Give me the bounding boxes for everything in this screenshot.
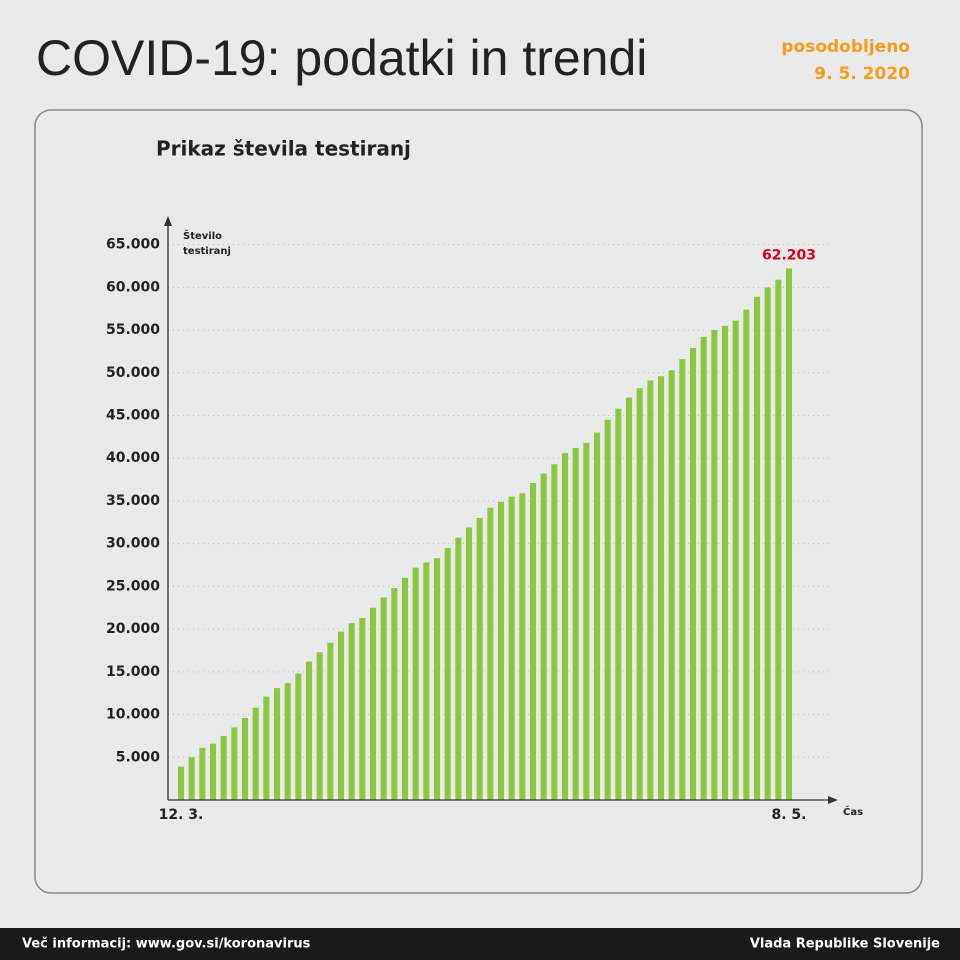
bar — [594, 432, 600, 800]
bar — [359, 618, 366, 800]
bar — [487, 507, 494, 800]
bar — [743, 309, 750, 800]
bar — [572, 447, 579, 800]
updated-date: 9. 5. 2020 — [814, 64, 910, 84]
y-tick-label: 45.000 — [106, 408, 160, 424]
value-label: 62.203 — [762, 248, 816, 264]
bar — [732, 320, 739, 800]
bar — [636, 388, 643, 800]
bar — [338, 631, 344, 800]
bar — [252, 707, 259, 800]
bar — [668, 370, 675, 800]
updated-label: posodobljeno — [781, 37, 910, 57]
bar — [508, 496, 515, 800]
y-tick-label: 55.000 — [106, 322, 160, 338]
bar — [615, 408, 622, 800]
y-tick-label: 60.000 — [106, 279, 160, 295]
y-axis-label: Število — [183, 229, 222, 242]
footer-bar — [0, 928, 960, 960]
bar — [764, 287, 771, 801]
x-tick-label: 8. 5. — [772, 807, 807, 823]
bar — [476, 518, 483, 800]
page-title: COVID-19: podatki in trendi — [36, 30, 647, 86]
bar — [700, 336, 707, 800]
bar — [380, 597, 387, 800]
x-axis-arrow — [828, 796, 838, 804]
y-tick-label: 25.000 — [106, 578, 160, 594]
bar — [188, 757, 195, 800]
bar — [466, 527, 472, 800]
bar — [242, 717, 248, 800]
bar — [444, 547, 451, 800]
y-tick-label: 35.000 — [106, 493, 160, 509]
bar — [583, 442, 590, 800]
y-tick-label: 20.000 — [106, 621, 160, 637]
bar — [348, 623, 355, 800]
bar — [295, 673, 302, 800]
y-tick-label: 65.000 — [106, 237, 160, 253]
x-tick-label: 12. 3. — [159, 807, 204, 823]
bar — [370, 607, 376, 800]
bar — [210, 743, 216, 800]
bar — [775, 279, 782, 801]
bar — [754, 296, 760, 800]
panel — [34, 109, 923, 894]
bar — [540, 473, 547, 800]
bar — [786, 268, 792, 800]
bar — [274, 688, 280, 800]
y-axis-label: testiranj — [183, 246, 231, 257]
x-axis-label: Čas — [843, 805, 863, 818]
bar — [679, 359, 686, 800]
y-tick-label: 10.000 — [106, 707, 160, 723]
bar — [423, 562, 430, 800]
bar — [562, 453, 568, 800]
bar — [220, 735, 227, 800]
bar — [498, 501, 504, 800]
bar — [231, 727, 238, 800]
bar — [178, 766, 184, 800]
bar — [647, 380, 654, 800]
bar — [412, 567, 419, 800]
bar — [711, 330, 718, 800]
y-axis-arrow — [164, 216, 172, 226]
bar — [316, 652, 323, 800]
bar — [722, 325, 728, 800]
footer-left: Več informacij: www.gov.si/koronavirus — [22, 937, 311, 952]
bar — [284, 682, 291, 800]
bar — [530, 483, 536, 800]
bar — [306, 661, 312, 800]
footer-right: Vlada Republike Slovenije — [750, 937, 940, 952]
bar — [604, 419, 611, 800]
y-tick-label: 30.000 — [106, 536, 160, 552]
y-tick-label: 5.000 — [116, 749, 161, 765]
plot: 5.000 10.000 15.000 20.000 25.000 30.000 35.00… — [106, 237, 832, 823]
bar — [199, 747, 206, 800]
chart-title: Prikaz števila testiranj — [156, 137, 411, 161]
bar — [402, 577, 408, 800]
y-tick-label: 15.000 — [106, 664, 160, 680]
y-tick-label: 40.000 — [106, 450, 160, 466]
bar — [690, 348, 696, 800]
bar — [434, 558, 440, 800]
bar — [519, 493, 526, 800]
bar — [391, 588, 398, 800]
bar — [263, 696, 270, 800]
bar — [658, 376, 664, 800]
y-tick-label: 50.000 — [106, 365, 160, 381]
bar — [455, 537, 462, 800]
bar — [327, 642, 334, 800]
bar — [551, 464, 558, 800]
bar — [626, 397, 632, 800]
